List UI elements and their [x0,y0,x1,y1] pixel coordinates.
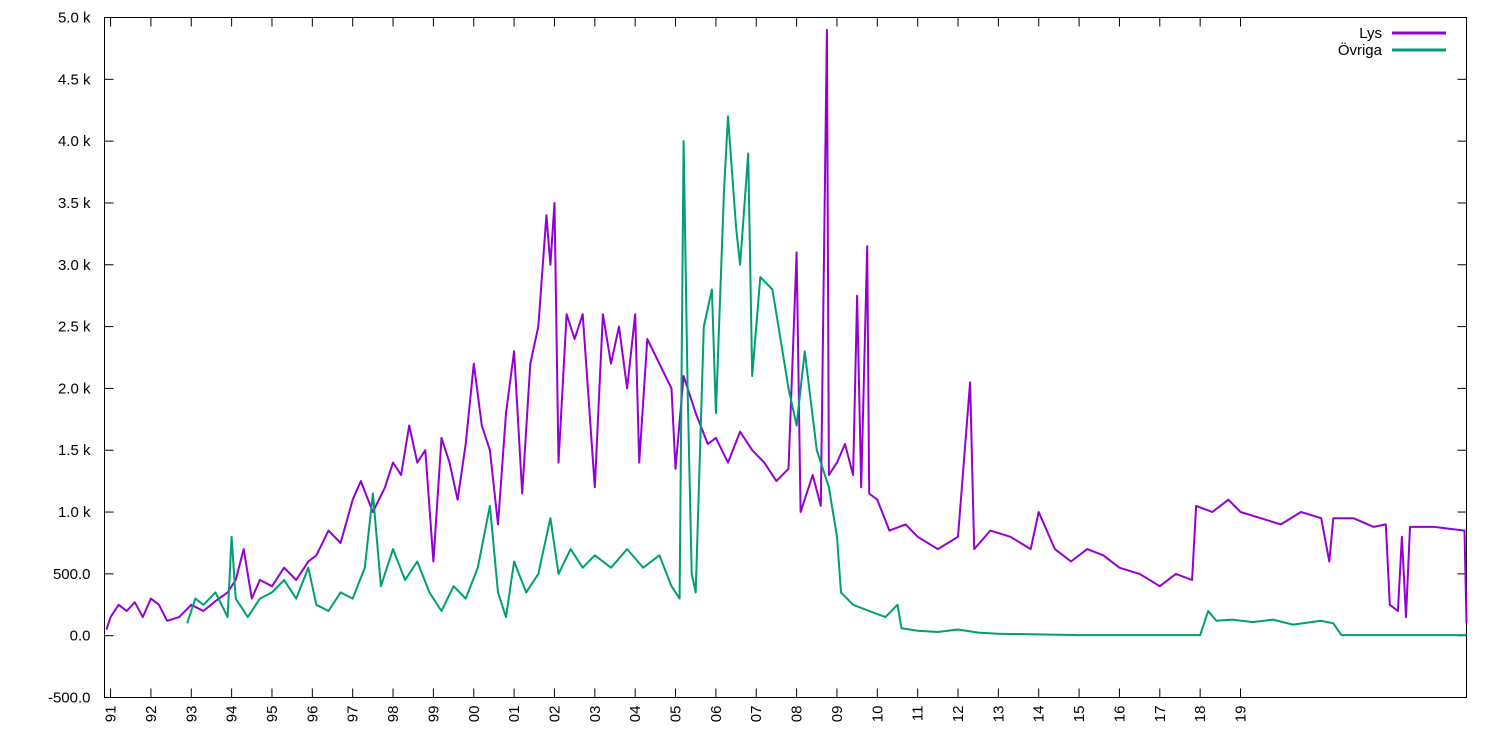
x-tick-label: 19 [1233,706,1250,723]
x-tick-label: 97 [345,706,362,723]
y-tick-label: 4.5 k [58,71,91,88]
x-tick-label: 16 [1111,706,1128,723]
x-tick-label: 01 [506,706,523,723]
x-tick-label: 99 [425,706,442,723]
x-tick-label: 13 [990,706,1007,723]
y-tick-label: 3.5 k [58,195,91,212]
x-tick-label: 03 [587,706,604,723]
x-tick-label: 11 [910,706,927,722]
x-tick-label: 92 [143,706,160,723]
x-tick-label: 00 [466,706,483,723]
x-tick-label: 15 [1071,706,1088,723]
y-tick-label: 1.0 k [58,504,91,521]
x-tick-label: 91 [103,706,120,723]
x-tick-label: 07 [748,706,765,723]
y-tick-label: 2.0 k [58,380,91,397]
x-tick-label: 95 [264,706,281,723]
legend-label: Övriga [1338,41,1383,59]
x-tick-label: 02 [546,706,563,723]
y-tick-label: 4.0 k [58,133,91,150]
x-tick-label: 93 [183,706,200,723]
legend-label: Lys [1359,25,1382,42]
x-tick-label: 04 [627,706,644,723]
plot-frame [104,17,1467,698]
x-tick-label: 96 [304,706,321,723]
series-line [105,28,1468,630]
y-tick-label: 1.5 k [58,442,91,459]
x-tick-label: 18 [1192,706,1209,723]
x-tick-label: 06 [708,706,725,723]
x-tick-label: 94 [224,706,241,723]
series-line [186,115,1467,637]
y-tick-label: 5.0 k [58,10,91,27]
y-tick-label: 2.5 k [58,319,91,336]
x-tick-label: 12 [950,706,967,723]
x-tick-label: 98 [385,706,402,723]
x-tick-label: 09 [829,706,846,723]
y-tick-label: 3.0 k [58,257,91,274]
y-tick-label: 0.0 [70,628,91,645]
x-tick-label: 10 [869,706,886,723]
x-tick-label: 17 [1152,706,1169,723]
y-tick-label: 500.0 [53,566,91,583]
y-tick-label: -500.0 [48,690,91,707]
x-tick-label: 08 [789,706,806,723]
x-tick-label: 05 [668,706,685,723]
x-tick-label: 14 [1031,706,1048,723]
